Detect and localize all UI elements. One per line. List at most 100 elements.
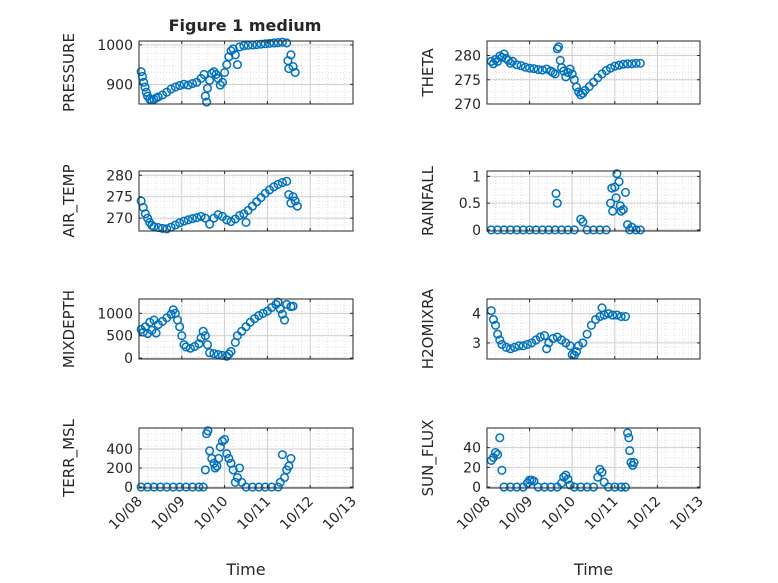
data-point	[222, 215, 232, 225]
data-point	[207, 453, 217, 464]
data-point	[230, 477, 240, 487]
data-point	[597, 467, 607, 477]
data-point	[531, 225, 541, 235]
data-point	[582, 225, 592, 235]
data-point	[567, 69, 577, 79]
data-point	[499, 482, 509, 492]
data-point	[576, 214, 586, 224]
data-point	[623, 428, 633, 438]
data-point	[490, 320, 501, 330]
data-point	[210, 463, 220, 473]
data-point	[200, 213, 210, 223]
data-point	[136, 482, 146, 492]
data-point	[557, 225, 567, 235]
y-axis-label: MIXDEPTH	[60, 290, 78, 368]
data-point	[518, 341, 528, 351]
data-point	[495, 335, 505, 345]
data-point	[183, 215, 193, 225]
data-point	[505, 58, 515, 68]
data-point	[194, 482, 204, 492]
data-point	[282, 38, 292, 48]
data-point	[501, 342, 511, 352]
axes-background	[139, 299, 353, 359]
data-point	[179, 216, 189, 226]
data-point	[196, 211, 206, 221]
data-point	[187, 214, 198, 224]
data-point	[277, 450, 287, 460]
data-point	[187, 78, 198, 89]
data-point	[149, 482, 159, 492]
y-tick-label: 200	[106, 461, 133, 477]
data-point	[269, 38, 279, 48]
data-point	[141, 87, 151, 97]
data-point	[286, 50, 296, 60]
data-point	[620, 312, 631, 322]
data-point	[217, 436, 228, 446]
y-axis-label: PRESSURE	[60, 33, 78, 112]
y-tick-label: 500	[106, 329, 133, 345]
data-point	[254, 482, 264, 492]
data-point	[616, 482, 626, 492]
data-point	[539, 482, 550, 492]
axes-background	[487, 171, 700, 231]
data-point	[235, 42, 245, 52]
y-tick-label: 900	[106, 77, 133, 93]
axes-background	[487, 428, 700, 488]
subplot-1: 900 1000 PRESSURE	[60, 33, 354, 112]
data-point	[279, 315, 290, 325]
data-point	[224, 453, 234, 464]
data-point	[277, 37, 287, 47]
data-point	[614, 177, 624, 187]
data-point	[241, 482, 251, 492]
data-point	[623, 59, 633, 69]
data-point	[277, 309, 287, 319]
data-point	[235, 463, 245, 473]
data-point	[565, 480, 575, 490]
data-point	[525, 63, 535, 73]
data-point	[286, 453, 296, 464]
data-point	[139, 77, 149, 87]
y-tick-label: 3	[472, 336, 481, 352]
data-point	[136, 67, 146, 77]
data-point	[200, 465, 210, 475]
data-point	[170, 82, 180, 92]
data-point	[202, 340, 213, 350]
data-point	[571, 82, 582, 92]
data-point	[518, 225, 528, 235]
data-point	[603, 309, 613, 319]
y-tick-label: 400	[106, 442, 133, 458]
data-point	[499, 49, 509, 59]
data-point	[217, 77, 228, 87]
axes-box	[486, 298, 701, 360]
data-point	[288, 62, 298, 72]
axes-background	[139, 171, 353, 231]
data-point	[588, 482, 599, 492]
data-point	[588, 225, 599, 235]
data-point	[175, 80, 185, 91]
data-point	[162, 224, 172, 234]
data-point	[510, 342, 520, 352]
data-point	[241, 217, 251, 227]
data-point	[497, 465, 507, 475]
data-point	[230, 50, 240, 60]
axes-box	[138, 40, 354, 105]
y-axis-label: H2OMIXRA	[419, 288, 437, 369]
data-point	[235, 211, 245, 221]
data-point	[635, 58, 645, 68]
data-point	[207, 68, 217, 78]
data-point	[610, 482, 620, 492]
data-point	[143, 482, 153, 492]
data-point	[284, 190, 294, 200]
data-point	[192, 213, 202, 223]
axes-box	[138, 170, 354, 232]
data-point	[175, 322, 185, 332]
data-point	[175, 218, 185, 228]
data-point	[260, 482, 270, 492]
data-point	[209, 349, 219, 359]
data-point	[533, 65, 543, 75]
y-axis-label: RAINFALL	[419, 165, 437, 236]
y-axis-label: AIR_TEMP	[60, 164, 79, 237]
axes-box	[138, 427, 354, 489]
y-tick-label: 0	[124, 351, 133, 367]
